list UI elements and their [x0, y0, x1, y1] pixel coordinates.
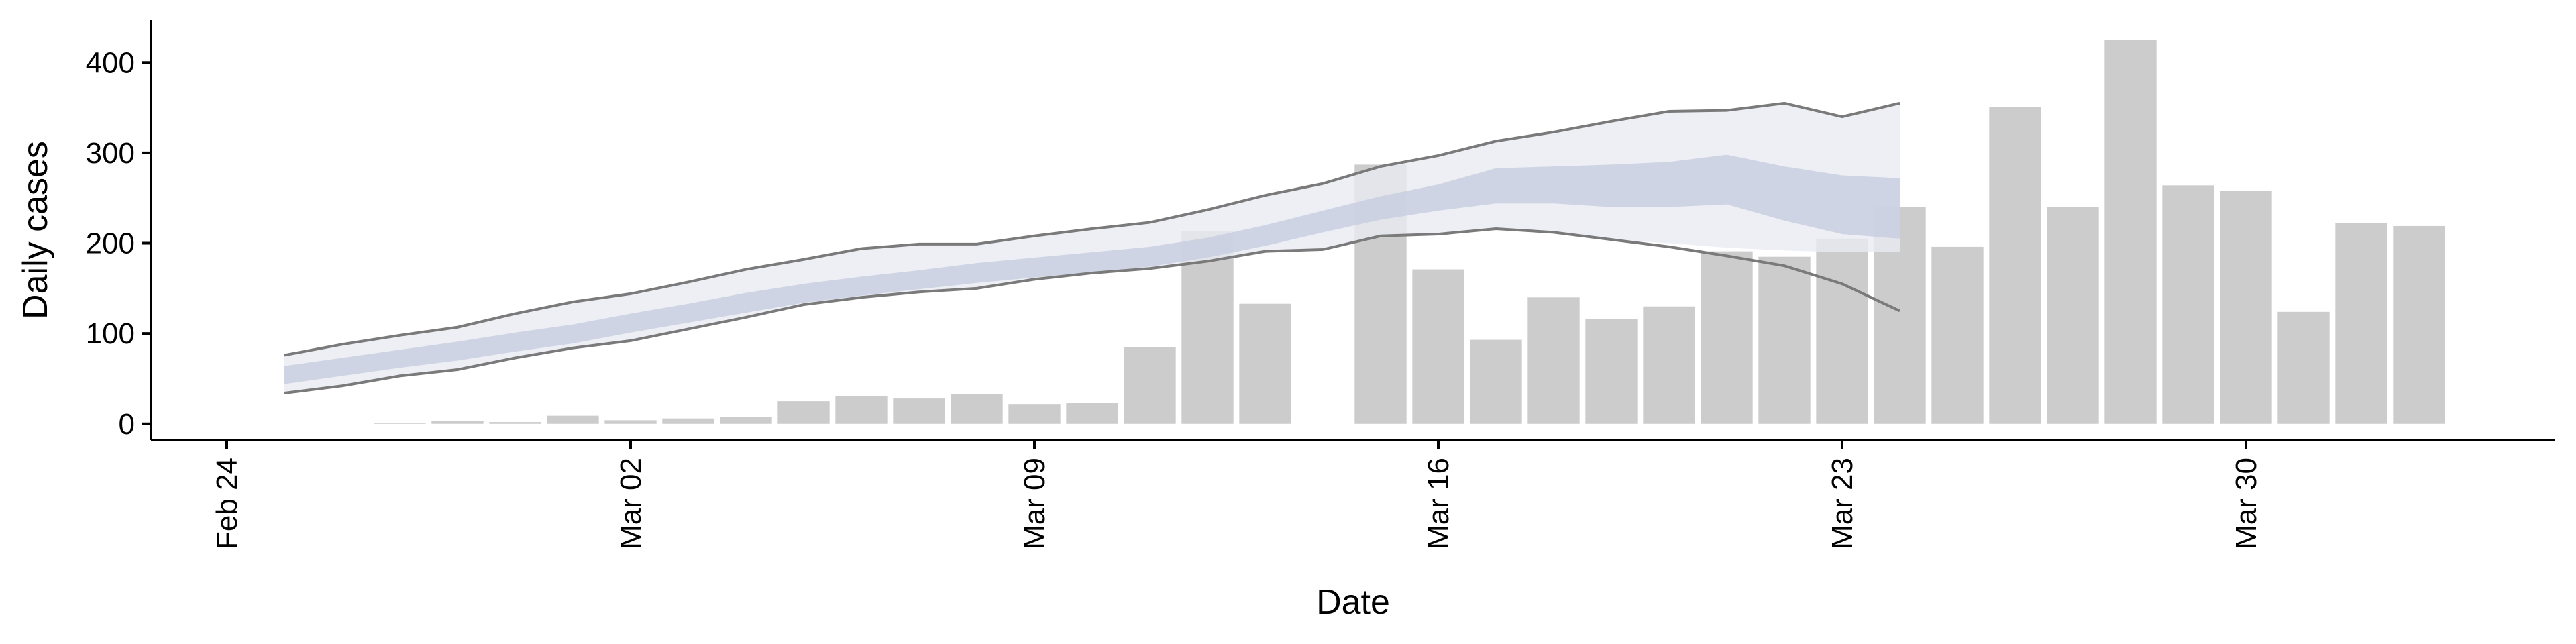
- line: [284, 101, 1900, 357]
- bar: [720, 416, 772, 424]
- x-axis-label: Date: [1316, 583, 1390, 622]
- x-tick-label: Mar 09: [1018, 458, 1051, 549]
- x-tick-label: Mar 30: [2230, 458, 2263, 549]
- bar: [1412, 269, 1464, 424]
- bar: [1816, 238, 1868, 424]
- line: [284, 227, 1900, 394]
- bar: [1239, 303, 1291, 424]
- bar: [1527, 297, 1580, 424]
- x-tick-label: Mar 23: [1826, 458, 1859, 549]
- y-tick-label: 400: [86, 46, 135, 79]
- bar: [604, 420, 657, 424]
- bar: [431, 421, 484, 424]
- bar: [835, 396, 888, 424]
- bar: [951, 394, 1003, 424]
- bar: [2104, 40, 2157, 424]
- bar: [2047, 207, 2099, 424]
- x-tick-label: Mar 16: [1422, 458, 1455, 549]
- x-tick-label: Feb 24: [211, 458, 244, 549]
- y-axis-label: Daily cases: [16, 141, 55, 319]
- bar: [2277, 311, 2330, 424]
- bar: [1470, 339, 1522, 424]
- bar: [2220, 191, 2272, 424]
- bar: [1758, 256, 1811, 424]
- bar: [1989, 107, 2041, 424]
- interval-band: [284, 154, 1900, 384]
- bar: [1931, 246, 1984, 424]
- bar: [662, 418, 714, 424]
- bar: [1124, 347, 1176, 424]
- bar: [777, 401, 830, 424]
- bar: [1066, 402, 1118, 424]
- y-tick-label: 0: [119, 408, 135, 441]
- bar: [2393, 225, 2445, 424]
- bar: [2335, 223, 2387, 424]
- y-tick-label: 200: [86, 227, 135, 260]
- bar: [2162, 185, 2214, 424]
- bar: [489, 422, 541, 424]
- bar: [1008, 404, 1061, 424]
- bar: [1701, 251, 1753, 424]
- y-tick-label: 100: [86, 317, 135, 350]
- y-tick-label: 300: [86, 137, 135, 170]
- bar: [893, 398, 945, 424]
- bar: [547, 415, 599, 424]
- x-tick-label: Mar 02: [614, 458, 647, 549]
- bar: [1585, 319, 1638, 424]
- bar: [1643, 306, 1695, 424]
